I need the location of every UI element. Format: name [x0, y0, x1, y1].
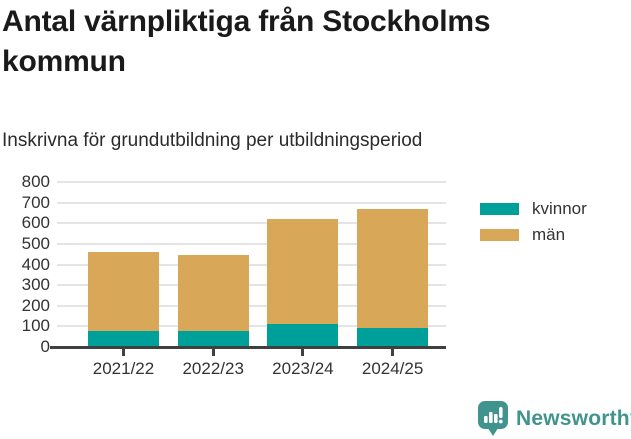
y-axis-tick-label: 600 [21, 213, 50, 233]
y-axis-tick-label: 700 [21, 192, 50, 212]
x-axis-category-label: 2023/24 [272, 359, 334, 378]
y-axis-tick-label: 0 [40, 337, 50, 356]
gridline-100 [57, 325, 446, 328]
newsworthy-brand-name: Newsworthy [516, 406, 631, 430]
x-axis-tick [122, 349, 125, 356]
legend-item-kvinnor: kvinnor [480, 199, 630, 227]
y-axis-tick-label: 200 [21, 295, 50, 315]
x-axis-category-label: 2024/25 [361, 359, 424, 378]
x-axis-tick [211, 349, 215, 356]
y-axis-tick-label: 100 [21, 316, 50, 336]
legend-swatch-män [480, 229, 519, 241]
x-axis-category-label: 2022/23 [182, 359, 244, 378]
bar-segment-kvinnor-2024/25 [357, 328, 429, 347]
y-axis-tick-label: 500 [21, 233, 50, 253]
gridline-700 [57, 201, 446, 204]
gridline-800 [57, 181, 446, 183]
newsworthy-logo-link[interactable]: Newsworthy [477, 400, 631, 437]
gridline-600 [57, 222, 446, 225]
x-axis-line [50, 346, 446, 349]
newsworthy-bar-chart-speech-bubble-icon [477, 400, 509, 437]
bar-segment-kvinnor-2022/23 [177, 330, 249, 347]
bar-segment-män-2022/23 [177, 255, 249, 331]
chart-title: Antal värnpliktiga från Stockholms kommu… [2, 5, 491, 78]
y-axis-tick-label: 400 [21, 254, 50, 274]
legend-label: män [532, 225, 566, 244]
legend-swatch-kvinnor [480, 203, 519, 215]
chart-legend: kvinnor män [480, 199, 630, 253]
bar-segment-män-2021/22 [88, 252, 159, 331]
x-axis-tick [391, 349, 395, 356]
bar-segment-män-2024/25 [357, 208, 429, 329]
x-axis-tick [301, 349, 305, 356]
legend-label: kvinnor [532, 199, 587, 218]
bar-segment-kvinnor-2021/22 [88, 330, 159, 347]
y-axis-tick-label: 300 [21, 275, 50, 295]
chart-subtitle: Inskrivna för grundutbildning per utbild… [2, 130, 423, 151]
gridline-200 [57, 304, 446, 307]
bar-segment-män-2023/24 [267, 219, 339, 325]
gridline-400 [57, 263, 446, 266]
y-axis-tick-label: 800 [21, 172, 50, 191]
x-axis-category-label: 2021/22 [92, 359, 155, 378]
gridline-300 [57, 284, 446, 287]
gridline-500 [57, 242, 446, 245]
legend-item-män: män [480, 225, 630, 253]
bar-segment-kvinnor-2023/24 [267, 324, 339, 347]
